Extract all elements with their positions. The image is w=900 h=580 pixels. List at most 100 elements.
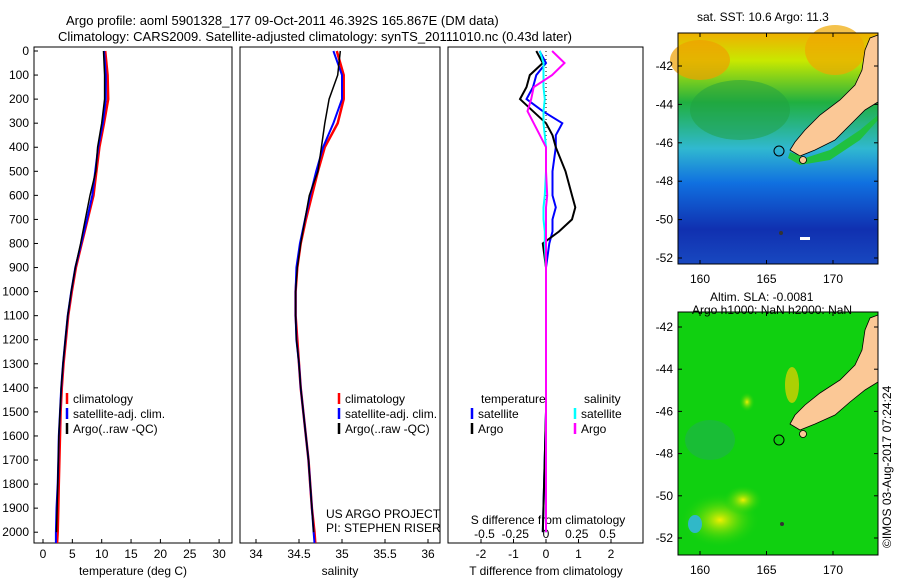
sla-low-patch: [685, 420, 735, 460]
legend-label: satellite-adj. clim.: [345, 407, 437, 421]
x-tick-label: 0: [40, 547, 47, 561]
sst-map-frame: [677, 32, 879, 265]
title-line-2: Climatology: CARS2009. Satellite-adjuste…: [58, 29, 573, 44]
legend-title-salinity: salinity: [584, 392, 621, 406]
float-marker: [773, 145, 785, 157]
y-tick-label: 1000: [2, 285, 29, 299]
x-axis-label: salinity: [322, 564, 359, 578]
x-axis-label: T difference from climatology: [469, 564, 623, 578]
sla-map-frame: [677, 311, 879, 556]
sst-warm-patch: [805, 25, 865, 75]
map-x-tick-label: 165: [756, 563, 776, 577]
y-tick-label: 1300: [2, 357, 29, 371]
map-y-tick-label: -50: [656, 213, 674, 227]
sla-low-patch: [688, 515, 702, 533]
y-tick-label: 200: [9, 92, 29, 106]
sla-high-patch: [785, 367, 799, 403]
y-tick-label: 1100: [3, 309, 29, 323]
x-tick-label: 35: [335, 547, 349, 561]
stewart-island: [799, 156, 807, 164]
map-x-tick-label: 170: [823, 563, 843, 577]
sst-cool-patch: [690, 80, 790, 140]
y-tick-label: 100: [9, 68, 29, 82]
map-x-tick-label: 160: [690, 563, 710, 577]
y-tick-label: 300: [9, 116, 29, 130]
temperature-panel: 0 5 10 15 20 25 30 temperature (deg C) 0 100 200 30…: [2, 44, 233, 578]
auckland-islands: [779, 231, 783, 235]
x-tick-label: 15: [124, 547, 138, 561]
x-tick-label: 36: [421, 547, 435, 561]
legend-label: climatology: [73, 392, 133, 406]
plot-frame: [33, 46, 233, 544]
map-y-tick-label: -48: [656, 174, 674, 188]
y-tick-label: 1400: [2, 381, 29, 395]
timestamp: ©IMOS 03-Aug-2017 07:24:24: [880, 385, 894, 548]
y-tick-label: 1500: [2, 405, 29, 419]
series-line-satellite-adj-clim-: [294, 50, 343, 544]
x2-axis-label: S difference from climatology: [471, 513, 626, 527]
series-line-temperature-argo: [518, 50, 577, 533]
map-x-tick-label: 170: [823, 272, 843, 286]
auckland-islands-mask: [800, 237, 810, 240]
sla-map: [677, 311, 879, 556]
x-axis-label: temperature (deg C): [79, 564, 187, 578]
y-tick-label: 1900: [2, 501, 29, 515]
y-tick-label: 2000: [2, 525, 29, 539]
y-tick-label: 900: [9, 261, 29, 275]
x-tick-label: 20: [154, 547, 168, 561]
y-tick-label: 800: [9, 236, 29, 250]
x-tick-label: 10: [95, 547, 109, 561]
y-tick-label: 1200: [2, 333, 29, 347]
difference-panel: -2 -1 0 1 2 T difference from climatology -0.5…: [447, 46, 644, 578]
x-tick-label: 30: [212, 547, 226, 561]
map-y-tick-label: -46: [656, 404, 674, 418]
sst-map: [670, 25, 879, 265]
x-tick-label: -2: [476, 547, 487, 561]
series-line-climatology: [294, 50, 345, 544]
sla-map-title-2: Argo h1000: NaN h2000: NaN: [692, 303, 852, 317]
series-line-satellite-adj-clim-: [54, 50, 107, 543]
x-tick-label: 1: [575, 547, 582, 561]
map-axes: 160 165 170 -42 -44 -46 -48 -50 -52 160 165 170 -42 -…: [656, 33, 878, 577]
y-tick-label: 500: [9, 164, 29, 178]
y-tick-label: 1800: [2, 477, 29, 491]
x-tick-label: 5: [69, 547, 76, 561]
map-x-tick-label: 165: [756, 272, 776, 286]
legend-label: Argo: [581, 422, 607, 436]
land-south-island: [789, 34, 879, 157]
map-y-tick-label: -52: [656, 251, 674, 265]
map-y-tick-label: -52: [656, 531, 674, 545]
x-tick-label: 34.5: [287, 547, 311, 561]
legend-label: climatology: [345, 392, 405, 406]
x2-tick-label: -0.25: [502, 527, 530, 541]
sla-map-title-1: Altim. SLA: -0.0081: [710, 290, 814, 304]
series-line-climatology: [55, 50, 110, 544]
credit-line-2: PI: STEPHEN RISER: [326, 521, 441, 535]
x2-tick-label: 0.5: [599, 527, 616, 541]
x2-tick-label: -0.5: [474, 527, 495, 541]
legend-label: satellite: [478, 407, 519, 421]
sla-high-patch: [723, 485, 763, 515]
x-tick-label: 2: [608, 547, 615, 561]
y-tick-label: 1600: [2, 429, 29, 443]
y-tick-label: 600: [9, 188, 29, 202]
x-tick-label: -1: [508, 547, 519, 561]
auckland-islands: [780, 522, 784, 526]
legend-label: Argo: [478, 422, 504, 436]
series-line-argo-raw-qc-: [294, 50, 342, 533]
credit-line-1: US ARGO PROJECT: [326, 507, 441, 521]
x2-tick-label: 0: [543, 527, 550, 541]
series-line-argo-raw-qc-: [55, 50, 106, 533]
series-line-salinity-argo: [526, 50, 566, 533]
float-marker: [773, 434, 785, 446]
legend-label: Argo(..raw -QC): [73, 422, 158, 436]
sst-map-title: sat. SST: 10.6 Argo: 11.3: [697, 10, 829, 24]
legend-label: Argo(..raw -QC): [345, 422, 430, 436]
land-south-island: [789, 314, 879, 431]
legend-title-temperature: temperature: [481, 392, 546, 406]
map-x-tick-label: 160: [690, 272, 710, 286]
legend-label: satellite: [581, 407, 622, 421]
map-y-tick-label: -46: [656, 136, 674, 150]
y-tick-label: 700: [9, 212, 29, 226]
